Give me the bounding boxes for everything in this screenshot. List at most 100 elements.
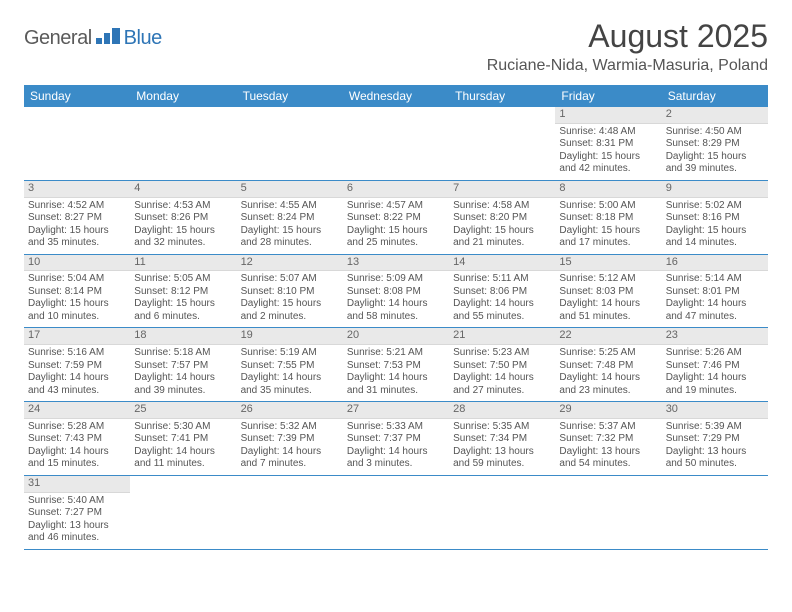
sunrise-text: Sunrise: 5:26 AM [666, 347, 764, 360]
sunset-text: Sunset: 8:16 PM [666, 212, 764, 225]
sunset-text: Sunset: 7:27 PM [28, 507, 126, 520]
day-body: Sunrise: 5:28 AMSunset: 7:43 PMDaylight:… [24, 419, 130, 475]
brand-part1: General [24, 27, 92, 50]
sunset-text: Sunset: 7:29 PM [666, 433, 764, 446]
week-row: 17Sunrise: 5:16 AMSunset: 7:59 PMDayligh… [24, 328, 768, 402]
day-cell: 1Sunrise: 4:48 AMSunset: 8:31 PMDaylight… [555, 107, 661, 180]
sunrise-text: Sunrise: 5:19 AM [241, 347, 339, 360]
sunrise-text: Sunrise: 4:48 AM [559, 126, 657, 139]
daylight-text: Daylight: 14 hours and 35 minutes. [241, 372, 339, 397]
day-body: Sunrise: 5:04 AMSunset: 8:14 PMDaylight:… [24, 271, 130, 327]
sunset-text: Sunset: 8:20 PM [453, 212, 551, 225]
col-friday: Friday [555, 85, 661, 107]
sunrise-text: Sunrise: 5:30 AM [134, 421, 232, 434]
day-cell: 29Sunrise: 5:37 AMSunset: 7:32 PMDayligh… [555, 402, 661, 476]
sunset-text: Sunset: 8:10 PM [241, 286, 339, 299]
day-number: 24 [24, 402, 130, 419]
day-number: 20 [343, 328, 449, 345]
sunrise-text: Sunrise: 5:16 AM [28, 347, 126, 360]
sunrise-text: Sunrise: 4:55 AM [241, 200, 339, 213]
sunrise-text: Sunrise: 5:07 AM [241, 273, 339, 286]
sunset-text: Sunset: 7:34 PM [453, 433, 551, 446]
day-cell [130, 107, 236, 180]
sunrise-text: Sunrise: 4:50 AM [666, 126, 764, 139]
calendar-table: Sunday Monday Tuesday Wednesday Thursday… [24, 85, 768, 550]
day-cell: 13Sunrise: 5:09 AMSunset: 8:08 PMDayligh… [343, 254, 449, 328]
day-number: 30 [662, 402, 768, 419]
day-number: 1 [555, 107, 661, 124]
sunset-text: Sunset: 8:14 PM [28, 286, 126, 299]
day-body: Sunrise: 5:07 AMSunset: 8:10 PMDaylight:… [237, 271, 343, 327]
daylight-text: Daylight: 15 hours and 35 minutes. [28, 225, 126, 250]
day-number [130, 476, 236, 492]
sunset-text: Sunset: 7:37 PM [347, 433, 445, 446]
day-cell: 17Sunrise: 5:16 AMSunset: 7:59 PMDayligh… [24, 328, 130, 402]
header: General Blue August 2025 Ruciane-Nida, W… [24, 18, 768, 75]
daylight-text: Daylight: 13 hours and 46 minutes. [28, 520, 126, 545]
daylight-text: Daylight: 15 hours and 39 minutes. [666, 151, 764, 176]
day-body: Sunrise: 5:14 AMSunset: 8:01 PMDaylight:… [662, 271, 768, 327]
day-cell: 5Sunrise: 4:55 AMSunset: 8:24 PMDaylight… [237, 180, 343, 254]
day-cell: 7Sunrise: 4:58 AMSunset: 8:20 PMDaylight… [449, 180, 555, 254]
brand-logo: General Blue [24, 26, 162, 51]
day-cell: 10Sunrise: 5:04 AMSunset: 8:14 PMDayligh… [24, 254, 130, 328]
day-cell: 8Sunrise: 5:00 AMSunset: 8:18 PMDaylight… [555, 180, 661, 254]
day-cell: 18Sunrise: 5:18 AMSunset: 7:57 PMDayligh… [130, 328, 236, 402]
sunset-text: Sunset: 8:29 PM [666, 138, 764, 151]
sunrise-text: Sunrise: 4:53 AM [134, 200, 232, 213]
day-body: Sunrise: 5:12 AMSunset: 8:03 PMDaylight:… [555, 271, 661, 327]
sunrise-text: Sunrise: 5:04 AM [28, 273, 126, 286]
day-cell: 2Sunrise: 4:50 AMSunset: 8:29 PMDaylight… [662, 107, 768, 180]
sunrise-text: Sunrise: 5:18 AM [134, 347, 232, 360]
day-body: Sunrise: 5:00 AMSunset: 8:18 PMDaylight:… [555, 198, 661, 254]
day-number: 4 [130, 181, 236, 198]
day-number: 19 [237, 328, 343, 345]
day-cell: 21Sunrise: 5:23 AMSunset: 7:50 PMDayligh… [449, 328, 555, 402]
sunrise-text: Sunrise: 5:12 AM [559, 273, 657, 286]
day-number: 26 [237, 402, 343, 419]
sunrise-text: Sunrise: 4:52 AM [28, 200, 126, 213]
week-row: 3Sunrise: 4:52 AMSunset: 8:27 PMDaylight… [24, 180, 768, 254]
day-cell: 26Sunrise: 5:32 AMSunset: 7:39 PMDayligh… [237, 402, 343, 476]
sunset-text: Sunset: 7:32 PM [559, 433, 657, 446]
day-cell: 3Sunrise: 4:52 AMSunset: 8:27 PMDaylight… [24, 180, 130, 254]
day-cell: 23Sunrise: 5:26 AMSunset: 7:46 PMDayligh… [662, 328, 768, 402]
day-body: Sunrise: 5:18 AMSunset: 7:57 PMDaylight:… [130, 345, 236, 401]
week-row: 24Sunrise: 5:28 AMSunset: 7:43 PMDayligh… [24, 402, 768, 476]
day-cell [662, 475, 768, 549]
day-number: 9 [662, 181, 768, 198]
day-body: Sunrise: 4:48 AMSunset: 8:31 PMDaylight:… [555, 124, 661, 180]
day-cell: 6Sunrise: 4:57 AMSunset: 8:22 PMDaylight… [343, 180, 449, 254]
day-body: Sunrise: 4:52 AMSunset: 8:27 PMDaylight:… [24, 198, 130, 254]
daylight-text: Daylight: 14 hours and 58 minutes. [347, 298, 445, 323]
daylight-text: Daylight: 15 hours and 28 minutes. [241, 225, 339, 250]
sunset-text: Sunset: 7:57 PM [134, 360, 232, 373]
day-cell [237, 107, 343, 180]
sunrise-text: Sunrise: 5:35 AM [453, 421, 551, 434]
day-cell: 24Sunrise: 5:28 AMSunset: 7:43 PMDayligh… [24, 402, 130, 476]
day-number: 18 [130, 328, 236, 345]
day-number [237, 476, 343, 492]
sunset-text: Sunset: 8:03 PM [559, 286, 657, 299]
sunrise-text: Sunrise: 5:21 AM [347, 347, 445, 360]
daylight-text: Daylight: 15 hours and 25 minutes. [347, 225, 445, 250]
daylight-text: Daylight: 14 hours and 51 minutes. [559, 298, 657, 323]
daylight-text: Daylight: 15 hours and 42 minutes. [559, 151, 657, 176]
day-number: 31 [24, 476, 130, 493]
sunset-text: Sunset: 8:27 PM [28, 212, 126, 225]
day-body: Sunrise: 5:16 AMSunset: 7:59 PMDaylight:… [24, 345, 130, 401]
day-cell: 19Sunrise: 5:19 AMSunset: 7:55 PMDayligh… [237, 328, 343, 402]
day-number: 13 [343, 255, 449, 272]
sunrise-text: Sunrise: 5:02 AM [666, 200, 764, 213]
day-body: Sunrise: 5:05 AMSunset: 8:12 PMDaylight:… [130, 271, 236, 327]
location-subtitle: Ruciane-Nida, Warmia-Masuria, Poland [487, 57, 768, 75]
col-wednesday: Wednesday [343, 85, 449, 107]
day-number: 23 [662, 328, 768, 345]
sunrise-text: Sunrise: 4:57 AM [347, 200, 445, 213]
day-body: Sunrise: 5:26 AMSunset: 7:46 PMDaylight:… [662, 345, 768, 401]
sunrise-text: Sunrise: 5:00 AM [559, 200, 657, 213]
day-number: 8 [555, 181, 661, 198]
daylight-text: Daylight: 13 hours and 50 minutes. [666, 446, 764, 471]
title-block: August 2025 Ruciane-Nida, Warmia-Masuria… [487, 18, 768, 75]
day-number: 12 [237, 255, 343, 272]
